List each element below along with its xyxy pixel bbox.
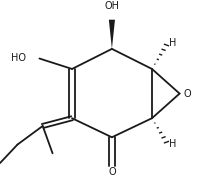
Text: H: H — [169, 38, 176, 48]
Text: HO: HO — [11, 54, 25, 64]
Polygon shape — [109, 20, 115, 49]
Text: OH: OH — [104, 1, 119, 11]
Text: O: O — [108, 167, 116, 177]
Text: O: O — [184, 89, 192, 99]
Text: H: H — [169, 139, 176, 149]
